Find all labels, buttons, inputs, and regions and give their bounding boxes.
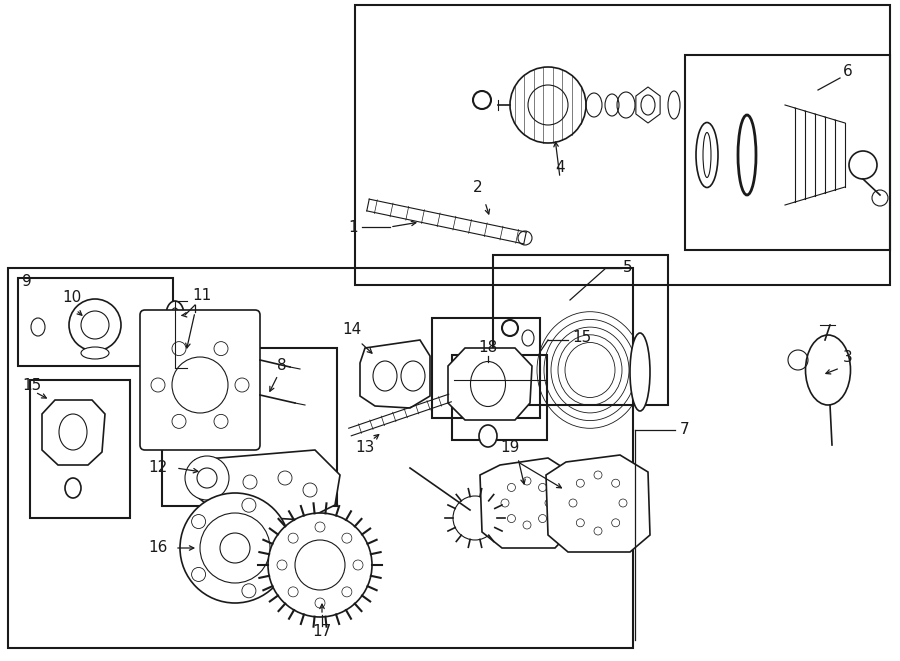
Circle shape — [277, 560, 287, 570]
Text: 2: 2 — [473, 180, 482, 196]
Text: 1: 1 — [348, 219, 358, 235]
Circle shape — [69, 299, 121, 351]
Circle shape — [523, 521, 531, 529]
Text: 6: 6 — [843, 65, 853, 79]
Bar — [355, 5, 890, 285]
Text: 15: 15 — [572, 330, 591, 346]
Circle shape — [288, 533, 298, 543]
Text: 4: 4 — [555, 161, 565, 176]
Polygon shape — [448, 348, 532, 420]
Circle shape — [172, 342, 186, 356]
Text: 3: 3 — [843, 350, 853, 366]
Circle shape — [278, 471, 292, 485]
Text: 5: 5 — [623, 260, 633, 276]
Text: 19: 19 — [500, 440, 519, 455]
Polygon shape — [636, 87, 660, 123]
Circle shape — [594, 527, 602, 535]
FancyBboxPatch shape — [140, 310, 260, 450]
Text: 8: 8 — [277, 358, 287, 373]
Circle shape — [303, 483, 317, 497]
Circle shape — [612, 479, 620, 487]
Text: 11: 11 — [193, 288, 212, 303]
Text: 16: 16 — [148, 541, 168, 555]
Circle shape — [538, 514, 546, 523]
Circle shape — [453, 496, 497, 540]
Circle shape — [353, 560, 363, 570]
Circle shape — [288, 587, 298, 597]
Circle shape — [576, 519, 584, 527]
Circle shape — [538, 483, 546, 491]
Polygon shape — [360, 340, 430, 408]
Circle shape — [172, 414, 186, 428]
Circle shape — [576, 479, 584, 487]
Ellipse shape — [81, 347, 109, 359]
Text: 9: 9 — [22, 274, 32, 290]
Circle shape — [180, 493, 290, 603]
Circle shape — [192, 567, 205, 582]
Bar — [493, 255, 668, 405]
Text: 13: 13 — [356, 440, 374, 455]
Circle shape — [342, 533, 352, 543]
Circle shape — [594, 471, 602, 479]
Circle shape — [268, 513, 372, 617]
Circle shape — [273, 541, 287, 555]
Text: 12: 12 — [148, 461, 168, 475]
Circle shape — [619, 499, 627, 507]
Polygon shape — [42, 400, 105, 465]
Bar — [432, 318, 540, 418]
Bar — [30, 380, 130, 518]
Circle shape — [214, 342, 228, 356]
Circle shape — [235, 378, 249, 392]
Circle shape — [315, 598, 325, 608]
Circle shape — [501, 499, 509, 507]
Ellipse shape — [806, 335, 850, 405]
Ellipse shape — [166, 301, 184, 329]
Text: 15: 15 — [22, 377, 41, 393]
Circle shape — [508, 483, 516, 491]
Bar — [18, 278, 173, 366]
Circle shape — [315, 522, 325, 532]
Bar — [685, 55, 890, 250]
Text: 17: 17 — [312, 625, 331, 639]
Circle shape — [569, 499, 577, 507]
Ellipse shape — [479, 425, 497, 447]
Polygon shape — [480, 458, 572, 548]
Ellipse shape — [164, 337, 186, 367]
Ellipse shape — [696, 122, 718, 188]
Circle shape — [185, 456, 229, 500]
Circle shape — [342, 587, 352, 597]
Circle shape — [214, 414, 228, 428]
Circle shape — [545, 499, 553, 507]
Ellipse shape — [668, 91, 680, 119]
Circle shape — [151, 378, 165, 392]
Circle shape — [518, 231, 532, 245]
Text: 7: 7 — [680, 422, 689, 438]
Circle shape — [242, 498, 256, 512]
Ellipse shape — [65, 478, 81, 498]
Circle shape — [243, 475, 257, 489]
Text: 14: 14 — [342, 323, 362, 338]
Polygon shape — [546, 455, 650, 552]
Text: 10: 10 — [62, 290, 82, 305]
Circle shape — [510, 67, 586, 143]
Bar — [8, 268, 633, 648]
Circle shape — [242, 584, 256, 598]
Polygon shape — [195, 450, 340, 520]
Ellipse shape — [630, 333, 650, 411]
Circle shape — [849, 151, 877, 179]
Circle shape — [508, 514, 516, 523]
Bar — [162, 348, 337, 506]
Circle shape — [612, 519, 620, 527]
Circle shape — [523, 477, 531, 485]
Bar — [452, 355, 547, 440]
Text: 18: 18 — [479, 340, 498, 356]
Circle shape — [192, 514, 205, 529]
